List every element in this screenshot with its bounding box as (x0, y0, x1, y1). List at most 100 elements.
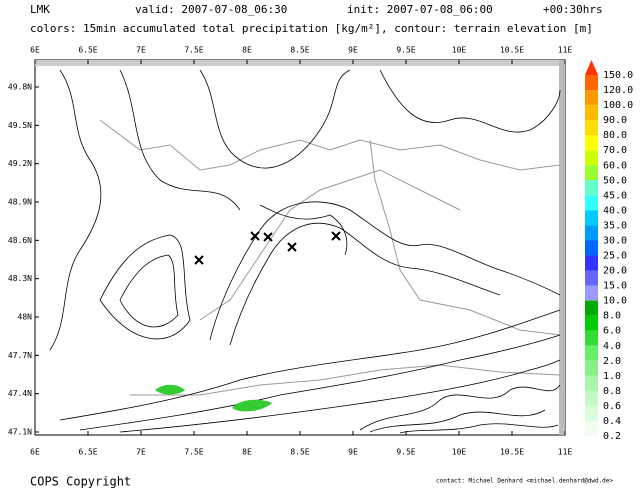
colorbar-swatch (585, 420, 598, 436)
colorbar-label: 4.0 (603, 341, 621, 352)
colorbar-label: 50.0 (603, 175, 627, 186)
lon-label: 6E (30, 46, 40, 55)
colorbar-label: 70.0 (603, 145, 627, 156)
colorbar-swatch (585, 165, 598, 181)
lon-label: 10E (452, 46, 467, 55)
lon-label: 7E (136, 448, 146, 457)
colorbar-swatch (585, 300, 598, 316)
colorbar-swatch (585, 255, 598, 271)
lon-label: 6.5E (78, 448, 97, 457)
lon-label: 8.5E (290, 448, 309, 457)
terrain-contours (49, 69, 561, 434)
lon-label: 7.5E (184, 448, 203, 457)
colorbar-label: 0.6 (603, 401, 621, 412)
colorbar-swatch (585, 90, 598, 106)
colorbar-swatch (585, 120, 598, 136)
lon-label: 8E (242, 46, 252, 55)
colorbar-swatch (585, 390, 598, 406)
colorbar-swatch (585, 240, 598, 256)
colorbar-swatch (585, 150, 598, 166)
lon-label: 8E (242, 448, 252, 457)
colorbar-swatch (585, 330, 598, 346)
lat-label: 47.7N (8, 351, 32, 360)
colorbar-label: 0.8 (603, 386, 621, 397)
colorbar-label: 45.0 (603, 190, 627, 201)
lat-label: 49.2N (8, 159, 32, 168)
lon-label: 10.5E (500, 448, 524, 457)
lat-label: 49.5N (8, 121, 32, 130)
lat-label: 47.1N (8, 428, 32, 437)
colorbar-swatch (585, 285, 598, 301)
colorbar-swatch (585, 180, 598, 196)
colorbar-label: 90.0 (603, 115, 627, 126)
colorbar-label: 25.0 (603, 251, 627, 262)
colorbar-swatch (585, 360, 598, 376)
lon-label: 10E (452, 448, 467, 457)
lon-label: 9.5E (396, 46, 415, 55)
colorbar-label: 0.2 (603, 431, 621, 442)
colorbar-label: 100.0 (603, 100, 633, 111)
rivers-borders (99, 119, 561, 396)
colorbar-label: 150.0 (603, 70, 633, 81)
colorbar-swatch (585, 225, 598, 241)
colorbar-swatch (585, 345, 598, 361)
lon-label: 9E (348, 448, 358, 457)
axis-labels: 6E 6E 6.5E 6.5E 7E 7E 7.5E 7.5E 8E 8E 8.5E 8.5E 9E 9E… (8, 46, 573, 457)
colorbar-swatch (585, 405, 598, 421)
colorbar-label: 15.0 (603, 281, 627, 292)
colorbar-swatch (585, 105, 598, 121)
colorbar-label: 120.0 (603, 85, 633, 96)
init-time: init: 2007-07-08_06:00 (347, 3, 493, 16)
colorbar-swatch (585, 210, 598, 226)
colorbar-label: 80.0 (603, 130, 627, 141)
lat-label: 49.8N (8, 83, 32, 92)
model-name: LMK (30, 3, 50, 16)
colorbar-label: 10.0 (603, 296, 627, 307)
colorbar-swatch (585, 135, 598, 151)
colorbar-label: 60.0 (603, 160, 627, 171)
map (34, 59, 566, 436)
lat-label: 48.9N (8, 198, 32, 207)
description: colors: 15min accumulated total precipit… (30, 22, 593, 35)
colorbar-swatch (585, 270, 598, 286)
colorbar-label: 6.0 (603, 326, 621, 337)
lon-label: 8.5E (290, 46, 309, 55)
colorbar-swatch (585, 315, 598, 331)
station-markers (194, 231, 341, 265)
colorbar-label: 20.0 (603, 266, 627, 277)
lat-label: 47.4N (8, 389, 32, 398)
colorbar: 150.0 120.0 100.0 90.0 80.0 70.0 60.0 50.0 45.0 4… (585, 60, 633, 442)
copyright: COPS Copyright (30, 475, 131, 489)
lon-label: 10.5E (500, 46, 524, 55)
map-frame (34, 59, 566, 436)
lead-time: +00:30hrs (543, 3, 603, 16)
colorbar-label: 0.4 (603, 416, 621, 427)
colorbar-label: 2.0 (603, 356, 621, 367)
colorbar-swatch (585, 75, 598, 91)
precipitation-area (232, 399, 272, 412)
lat-label: 48.6N (8, 236, 32, 245)
lat-label: 48.3N (8, 274, 32, 283)
valid-time: valid: 2007-07-08_06:30 (135, 3, 287, 16)
lon-label: 11E (558, 46, 573, 55)
colorbar-label: 40.0 (603, 205, 627, 216)
colorbar-swatch (585, 375, 598, 391)
lon-label: 6E (30, 448, 40, 457)
lon-label: 7.5E (184, 46, 203, 55)
contact: contact: Michael Denhard <michael.denhar… (436, 478, 613, 485)
map-border-right (559, 60, 565, 435)
colorbar-swatch (585, 195, 598, 211)
lon-label: 9E (348, 46, 358, 55)
colorbar-label: 1.0 (603, 371, 621, 382)
lon-label: 7E (136, 46, 146, 55)
colorbar-label: 8.0 (603, 311, 621, 322)
precipitation-area (155, 384, 185, 395)
colorbar-arrow (585, 60, 598, 76)
lat-label: 48N (18, 313, 33, 322)
lon-label: 11E (558, 448, 573, 457)
colorbar-label: 35.0 (603, 220, 627, 231)
lon-label: 9.5E (396, 448, 415, 457)
colorbar-label: 30.0 (603, 235, 627, 246)
lon-label: 6.5E (78, 46, 97, 55)
